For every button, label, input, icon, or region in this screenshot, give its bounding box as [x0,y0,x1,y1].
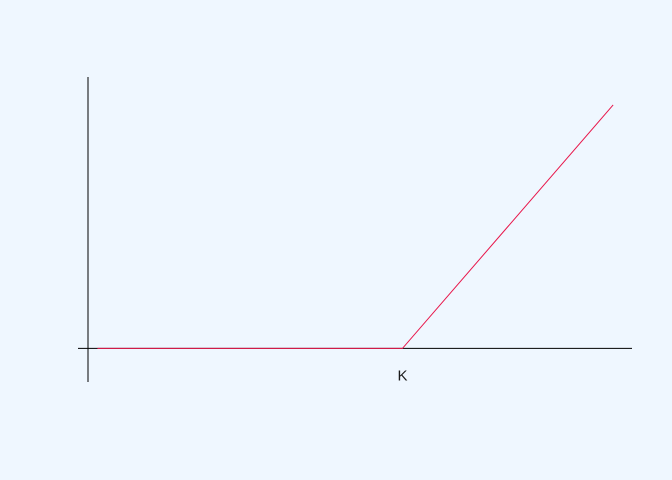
x-tick-label-strike: K [397,367,407,384]
series-layer [97,104,614,349]
payoff-line-0 [97,104,614,349]
axes [78,77,632,382]
tick-labels: K [397,367,407,384]
